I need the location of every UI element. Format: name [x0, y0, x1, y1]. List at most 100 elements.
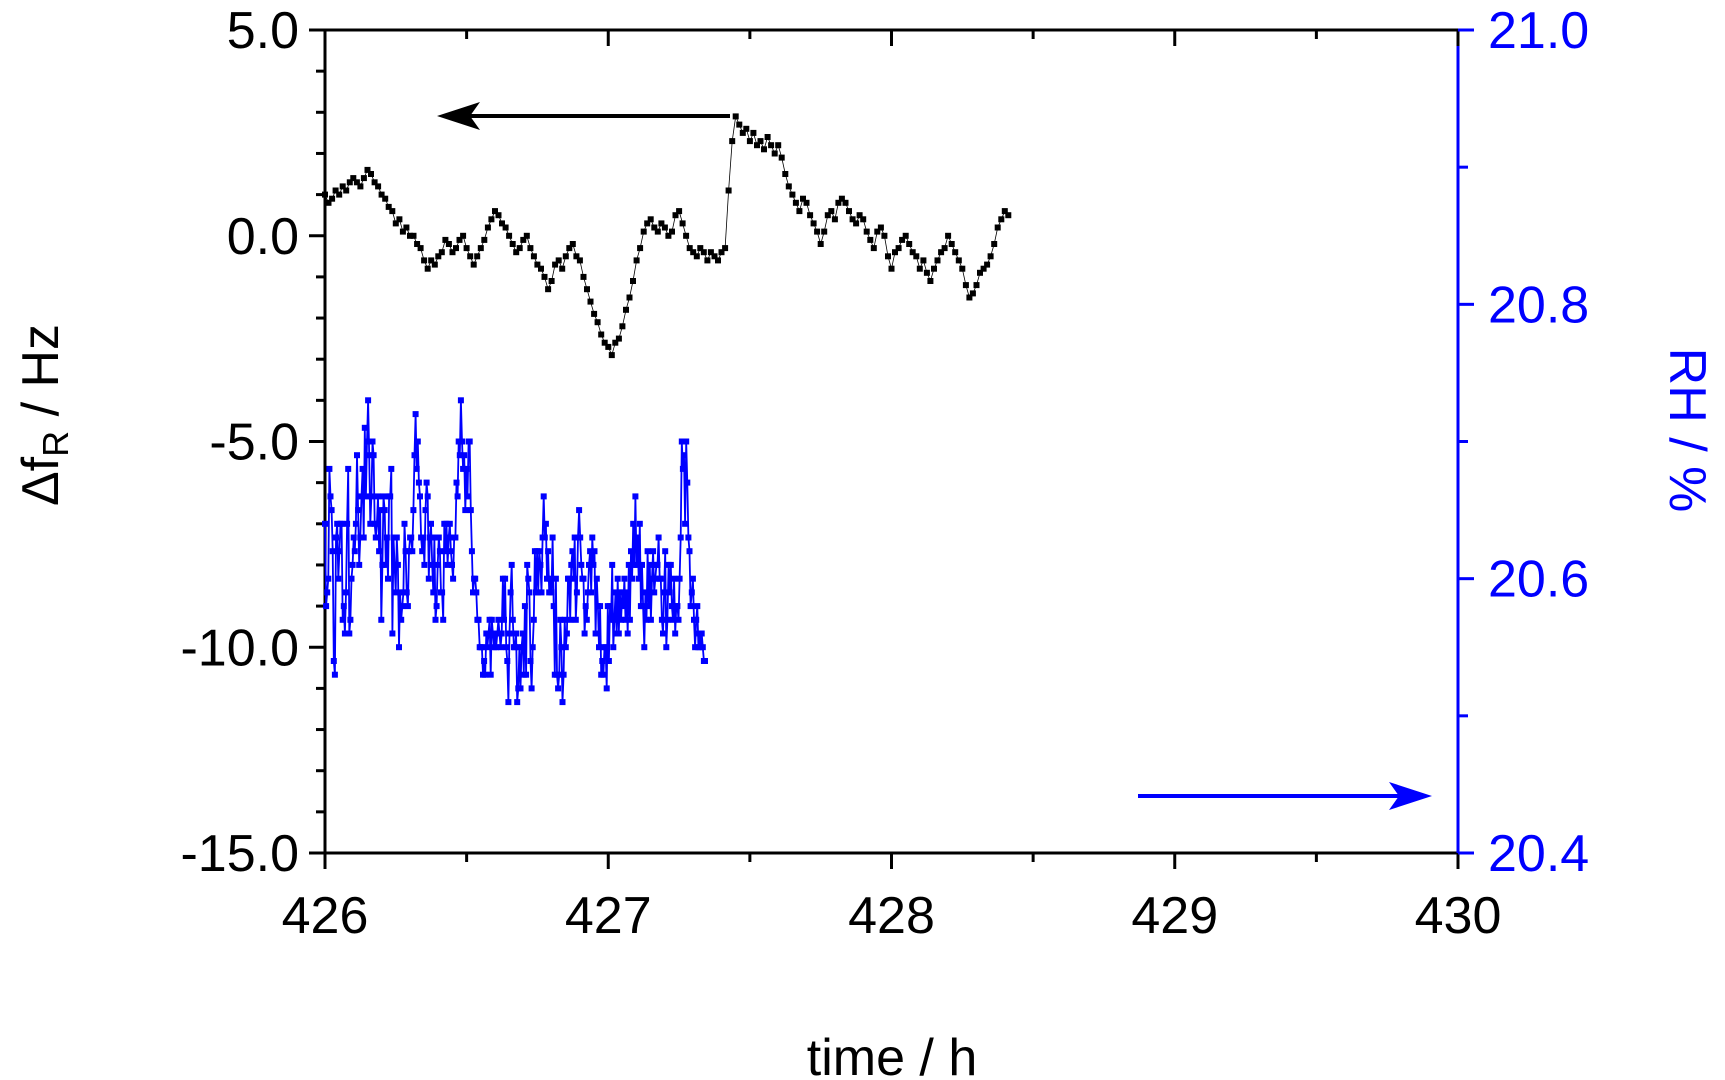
rh-point	[542, 520, 549, 527]
freq-point	[626, 294, 633, 301]
rh-point	[624, 630, 631, 637]
rh-point	[503, 644, 510, 651]
rh-point	[566, 575, 573, 582]
freq-point	[846, 208, 852, 215]
freq-point	[506, 232, 513, 239]
rh-point	[328, 507, 335, 514]
freq-point	[920, 257, 927, 264]
rh-point	[472, 575, 479, 582]
freq-point	[633, 257, 640, 264]
freq-point	[591, 310, 598, 317]
left-y-axis: 5.0 0.0 -5.0 -10.0 -15.0	[180, 2, 325, 883]
rh-point	[568, 561, 575, 568]
freq-point	[757, 138, 764, 145]
rh-point	[666, 589, 673, 596]
rh-point	[381, 507, 388, 514]
freq-point	[962, 282, 969, 289]
freq-point	[449, 249, 456, 256]
rh-point	[552, 575, 559, 582]
rh-point	[398, 616, 405, 623]
freq-point	[605, 343, 612, 350]
freq-point	[325, 199, 332, 206]
freq-point	[998, 216, 1005, 223]
freq-point	[877, 224, 884, 231]
freq-point	[892, 249, 898, 256]
freq-point	[612, 339, 619, 346]
freq-point	[683, 232, 690, 239]
rh-point	[434, 561, 441, 568]
freq-point	[414, 241, 421, 247]
rh-point	[452, 534, 459, 541]
freq-point	[651, 224, 658, 231]
rh-point	[650, 548, 657, 555]
rh-point	[525, 575, 532, 582]
rh-point	[576, 507, 583, 514]
freq-point	[530, 253, 537, 260]
freq-point	[548, 278, 555, 284]
y-right-tick-label: 20.6	[1488, 551, 1589, 609]
rh-point	[396, 644, 402, 651]
freq-point	[895, 245, 902, 252]
rh-point	[349, 561, 356, 568]
rh-point	[343, 589, 349, 596]
freq-point	[785, 183, 792, 190]
rh-point	[569, 548, 576, 555]
rh-point	[608, 616, 615, 623]
rh-point	[603, 685, 610, 692]
freq-point	[389, 208, 396, 215]
rh-point	[403, 589, 410, 596]
rh-point	[408, 534, 415, 541]
rh-point	[413, 465, 420, 472]
freq-point	[492, 208, 498, 215]
rh-point	[493, 644, 500, 651]
rh-point	[351, 548, 358, 555]
freq-point	[594, 319, 601, 326]
rh-point	[523, 671, 530, 678]
rh-point	[664, 616, 671, 623]
rh-point	[678, 438, 685, 445]
freq-point	[754, 142, 760, 149]
rh-point	[435, 534, 442, 541]
rh-point	[567, 616, 574, 623]
rh-point	[618, 616, 625, 623]
rh-point	[464, 493, 471, 500]
freq-point	[410, 232, 417, 239]
rh-point	[550, 603, 557, 610]
rh-point	[426, 534, 433, 541]
rh-point	[346, 630, 353, 637]
freq-point	[364, 166, 371, 173]
freq-point	[392, 220, 399, 227]
rh-point	[639, 561, 645, 568]
rh-point	[467, 507, 474, 514]
rh-point	[563, 630, 570, 637]
rh-point	[597, 603, 604, 610]
rh-point	[424, 493, 431, 500]
rh-point	[379, 561, 386, 568]
rh-point	[562, 644, 569, 651]
rh-point	[428, 520, 434, 527]
rh-point	[573, 589, 580, 596]
rh-point	[591, 548, 598, 555]
rh-point	[645, 603, 652, 610]
rh-point	[425, 575, 432, 582]
y-left-tick-label: -10.0	[180, 619, 299, 677]
freq-point	[750, 129, 757, 136]
rh-point	[537, 561, 544, 568]
freq-point	[980, 265, 987, 272]
freq-point	[881, 232, 888, 239]
freq-point	[697, 245, 704, 252]
rh-point	[498, 630, 505, 637]
rh-point	[642, 589, 649, 596]
x-tick-label: 429	[1131, 887, 1218, 945]
rh-point	[676, 575, 683, 582]
freq-point	[764, 134, 771, 140]
rh-point	[455, 438, 462, 445]
freq-point	[991, 241, 998, 247]
rh-point	[420, 534, 427, 541]
freq-point	[814, 228, 821, 235]
right-y-axis-title: RH / %	[1658, 348, 1716, 513]
rh-point	[581, 630, 588, 637]
freq-point	[945, 232, 952, 239]
rh-point	[348, 575, 355, 582]
x-tick-label: 426	[282, 887, 369, 945]
